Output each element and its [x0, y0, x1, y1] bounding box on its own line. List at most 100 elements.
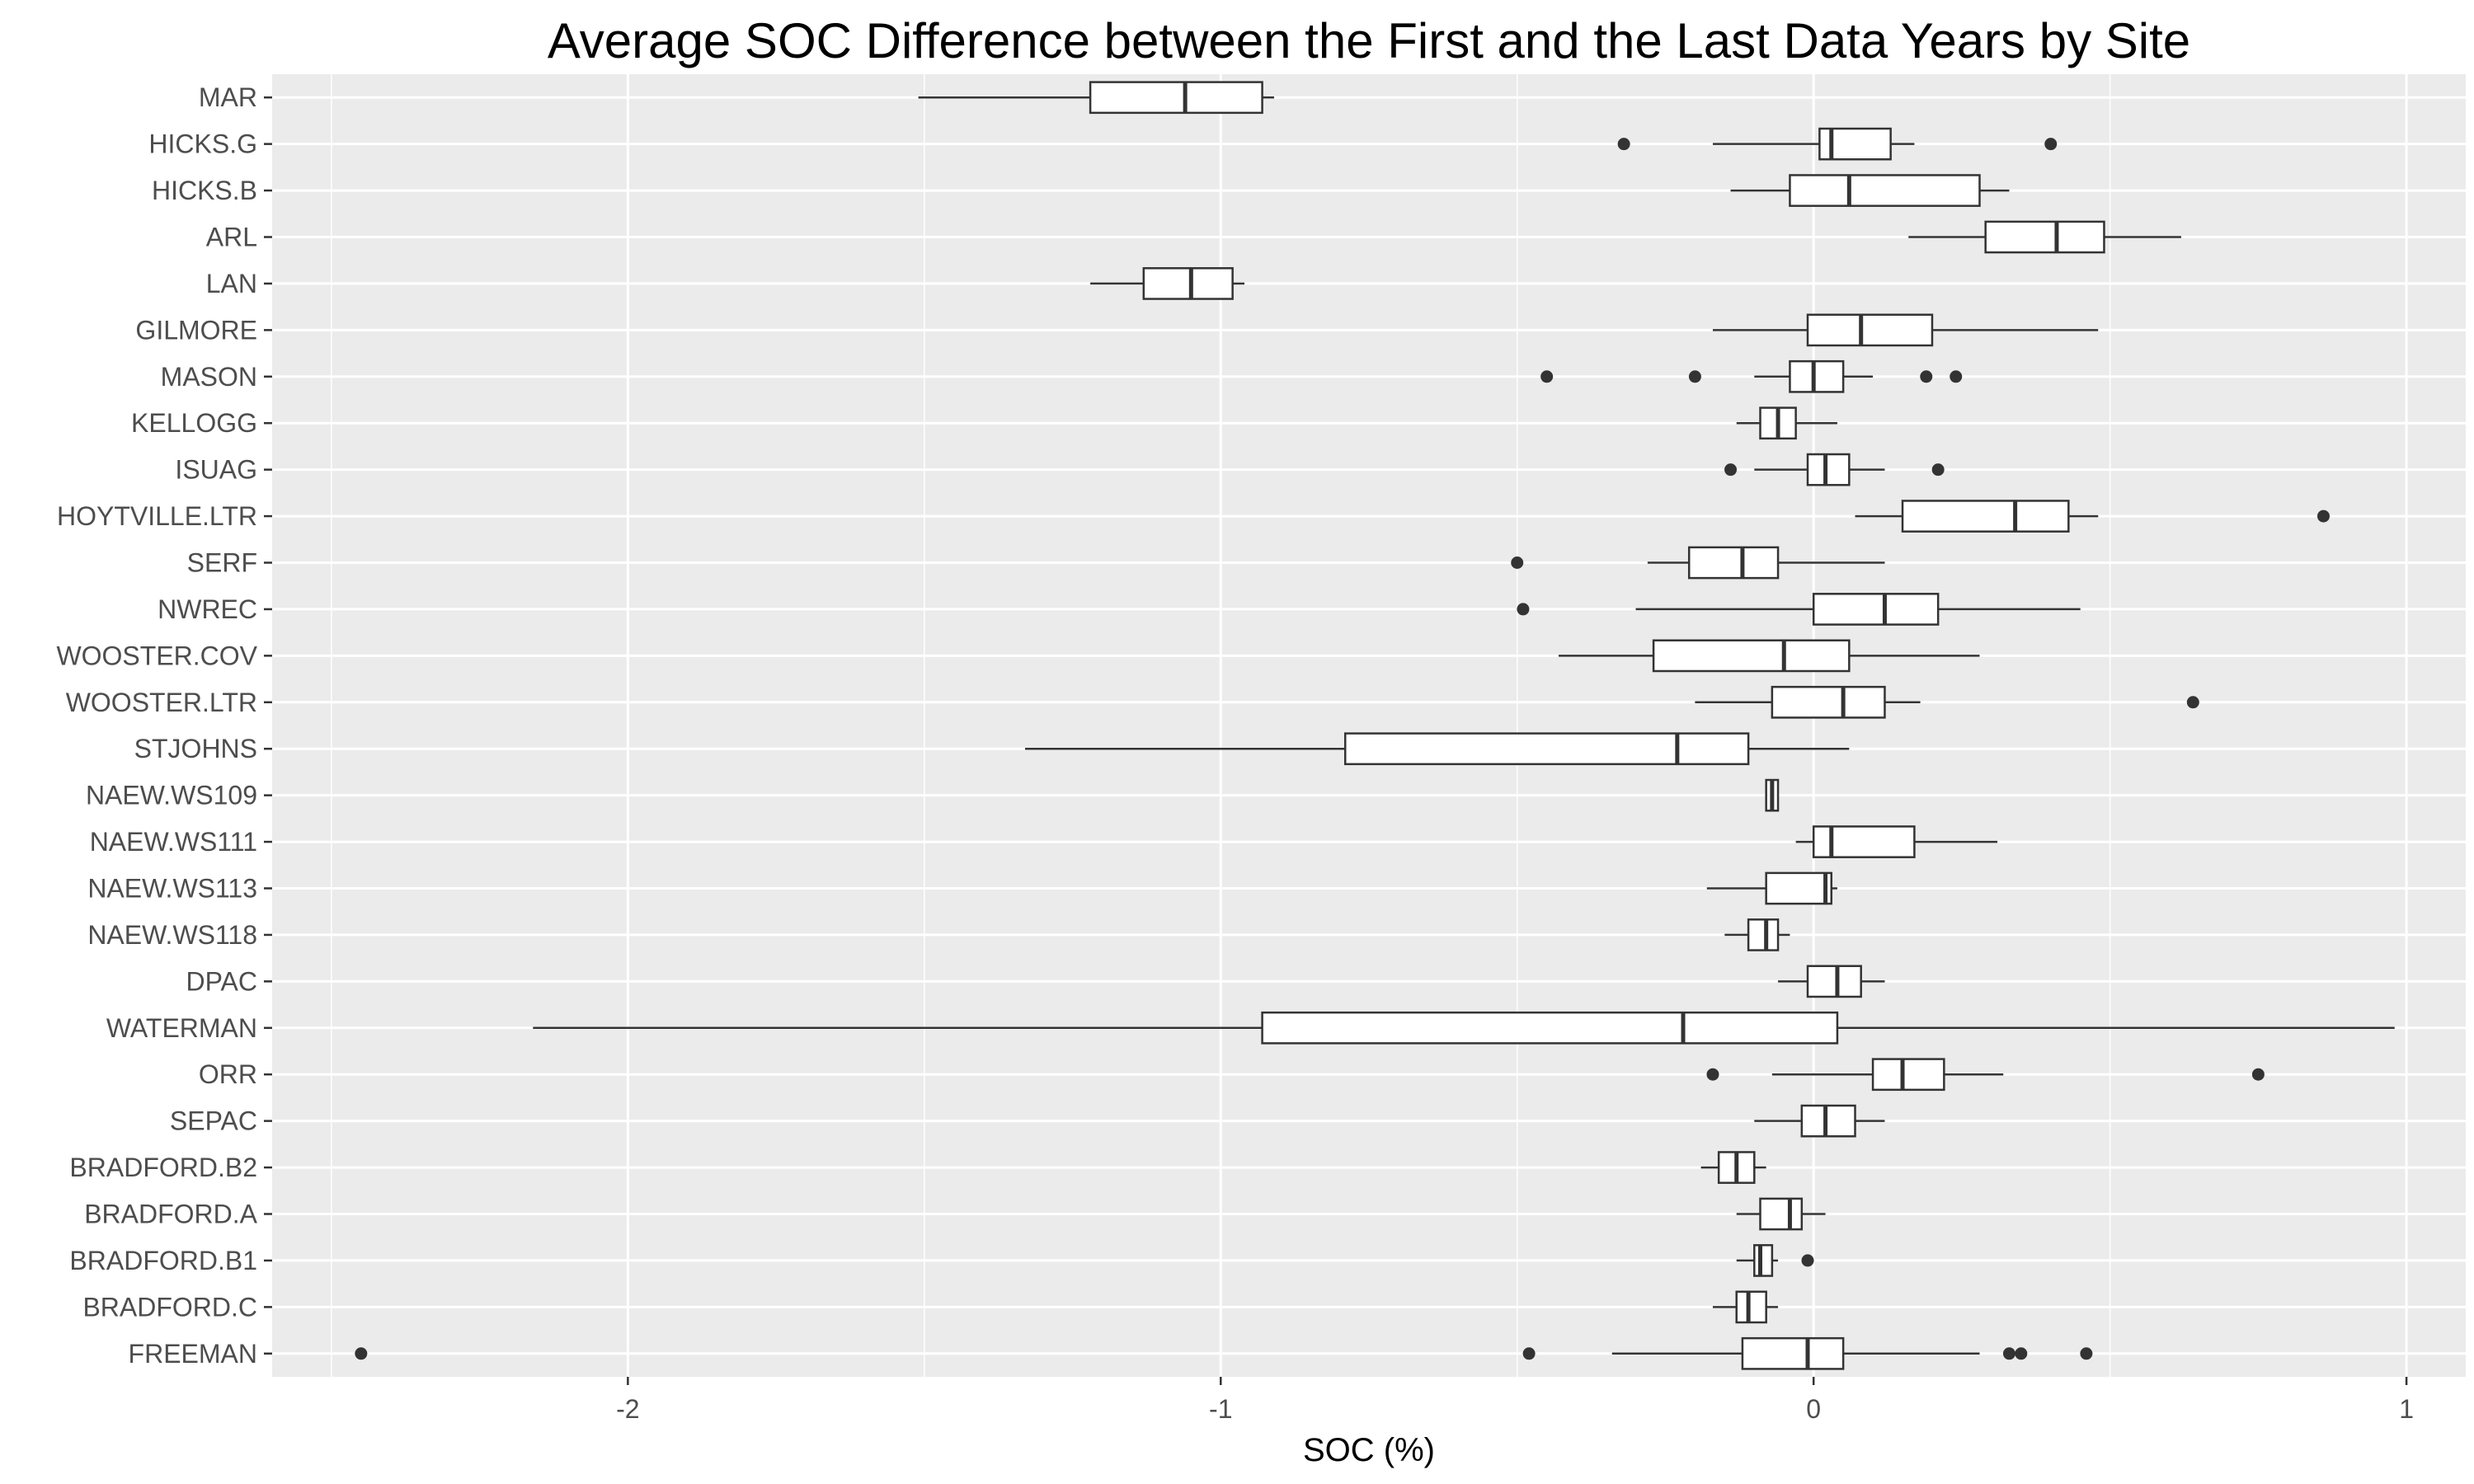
- axes: MAR HICKS.G HICKS.B ARL LAN GILMORE MASON KELLO…: [56, 82, 2414, 1424]
- y-tick-label: HICKS.G: [148, 129, 257, 159]
- box-iqr: [1089, 81, 1263, 115]
- y-tick-label: SEPAC: [170, 1106, 257, 1136]
- y-tick-label: BRADFORD.B1: [69, 1246, 257, 1275]
- outlier-point: [1801, 1254, 1814, 1267]
- x-tick-label: 1: [2399, 1394, 2414, 1424]
- y-tick-label: BRADFORD.B2: [69, 1153, 257, 1182]
- y-tick-label: FREEMAN: [129, 1339, 257, 1369]
- outlier-point: [2002, 1347, 2015, 1360]
- y-tick-label: SERF: [187, 548, 257, 578]
- box-naew-ws109: [1765, 778, 1780, 812]
- box-iqr: [1789, 174, 1981, 207]
- y-tick-label: STJOHNS: [134, 734, 257, 763]
- x-axis-title: SOC (%): [1303, 1432, 1435, 1468]
- box-iqr: [1800, 1104, 1856, 1138]
- box-arl: [1908, 220, 2181, 254]
- box-wooster-cov: [1559, 639, 1980, 673]
- outlier-point: [2251, 1068, 2265, 1081]
- box-dpac: [1778, 965, 1885, 998]
- box-iqr: [1765, 871, 1833, 905]
- outlier-point: [1931, 463, 1945, 477]
- y-tick-label: BRADFORD.C: [82, 1292, 257, 1322]
- box-isuag: [1724, 453, 1945, 486]
- box-iqr: [1871, 1058, 1945, 1092]
- box-iqr: [1806, 453, 1851, 486]
- box-hicks-b: [1730, 174, 2010, 207]
- y-tick-label: LAN: [206, 269, 257, 298]
- y-tick-label: MASON: [161, 362, 257, 392]
- box-iqr: [1771, 685, 1886, 719]
- y-tick-label: HOYTVILLE.LTR: [57, 501, 257, 531]
- box-iqr: [1261, 1011, 1839, 1045]
- box-iqr: [1984, 220, 2105, 254]
- box-mason: [1540, 359, 1963, 393]
- x-tick-label: -2: [616, 1394, 639, 1424]
- outlier-point: [1617, 138, 1630, 151]
- box-sepac: [1754, 1104, 1885, 1138]
- plot-panel: [272, 74, 2466, 1377]
- box-gilmore: [1712, 313, 2099, 347]
- outlier-point: [2080, 1347, 2093, 1360]
- y-tick-label: DPAC: [186, 966, 257, 996]
- box-waterman: [533, 1011, 2395, 1045]
- box-iqr: [1753, 1244, 1774, 1277]
- y-tick-label: GILMORE: [135, 315, 257, 345]
- y-tick-label: NWREC: [158, 594, 257, 624]
- y-tick-label: NAEW.WS109: [86, 781, 257, 810]
- x-tick-label: -1: [1209, 1394, 1232, 1424]
- box-iqr: [1343, 732, 1750, 766]
- box-iqr: [1789, 359, 1845, 393]
- box-iqr: [1806, 313, 1934, 347]
- y-tick-label: ISUAG: [175, 455, 257, 485]
- y-tick-label: HICKS.B: [152, 176, 257, 205]
- outlier-point: [1540, 370, 1554, 383]
- box-mar: [918, 81, 1274, 115]
- x-tick-label: 0: [1806, 1394, 1821, 1424]
- box-hoytville-ltr: [1855, 500, 2330, 533]
- box-iqr: [1741, 1336, 1845, 1370]
- box-stjohns: [1025, 732, 1850, 766]
- box-lan: [1090, 267, 1245, 300]
- outlier-point: [1950, 370, 1963, 383]
- chart-title: Average SOC Difference between the First…: [548, 13, 2190, 68]
- outlier-point: [355, 1347, 368, 1360]
- box-bradford-a: [1736, 1197, 1826, 1231]
- y-tick-label: NAEW.WS118: [87, 920, 257, 950]
- outlier-point: [2044, 138, 2058, 151]
- box-iqr: [1806, 965, 1862, 998]
- outlier-point: [1706, 1068, 1719, 1081]
- box-serf: [1511, 546, 1885, 580]
- box-naew-ws118: [1724, 918, 1790, 951]
- box-bradford-c: [1712, 1290, 1779, 1324]
- box-iqr: [1735, 1290, 1767, 1324]
- box-wooster-ltr: [1695, 685, 2199, 719]
- y-tick-label: WOOSTER.COV: [56, 641, 257, 670]
- box-iqr: [1759, 1197, 1804, 1231]
- y-tick-label: MAR: [199, 82, 257, 112]
- y-tick-label: NAEW.WS111: [90, 827, 257, 857]
- outlier-point: [2015, 1347, 2028, 1360]
- box-naew-ws113: [1706, 871, 1837, 905]
- y-tick-label: ARL: [206, 223, 257, 252]
- outlier-point: [1688, 370, 1701, 383]
- box-iqr: [1901, 500, 2070, 533]
- y-tick-label: KELLOGG: [131, 408, 257, 438]
- outlier-point: [1522, 1347, 1536, 1360]
- box-iqr: [1747, 918, 1780, 951]
- box-bradford-b2: [1700, 1151, 1766, 1184]
- box-bradford-b1: [1736, 1244, 1814, 1277]
- box-iqr: [1812, 825, 1916, 858]
- outlier-point: [1517, 603, 1530, 616]
- box-hicks-g: [1617, 127, 2058, 161]
- outlier-point: [1724, 463, 1738, 477]
- box-orr: [1706, 1058, 2265, 1092]
- box-freeman: [355, 1336, 2093, 1370]
- outlier-point: [1511, 556, 1524, 569]
- outlier-point: [1920, 370, 1933, 383]
- box-naew-ws111: [1795, 825, 1998, 858]
- y-tick-label: WATERMAN: [106, 1013, 257, 1043]
- box-iqr: [1812, 593, 1940, 626]
- outlier-point: [2186, 696, 2199, 709]
- box-marks: [355, 81, 2395, 1370]
- outlier-point: [2316, 510, 2330, 523]
